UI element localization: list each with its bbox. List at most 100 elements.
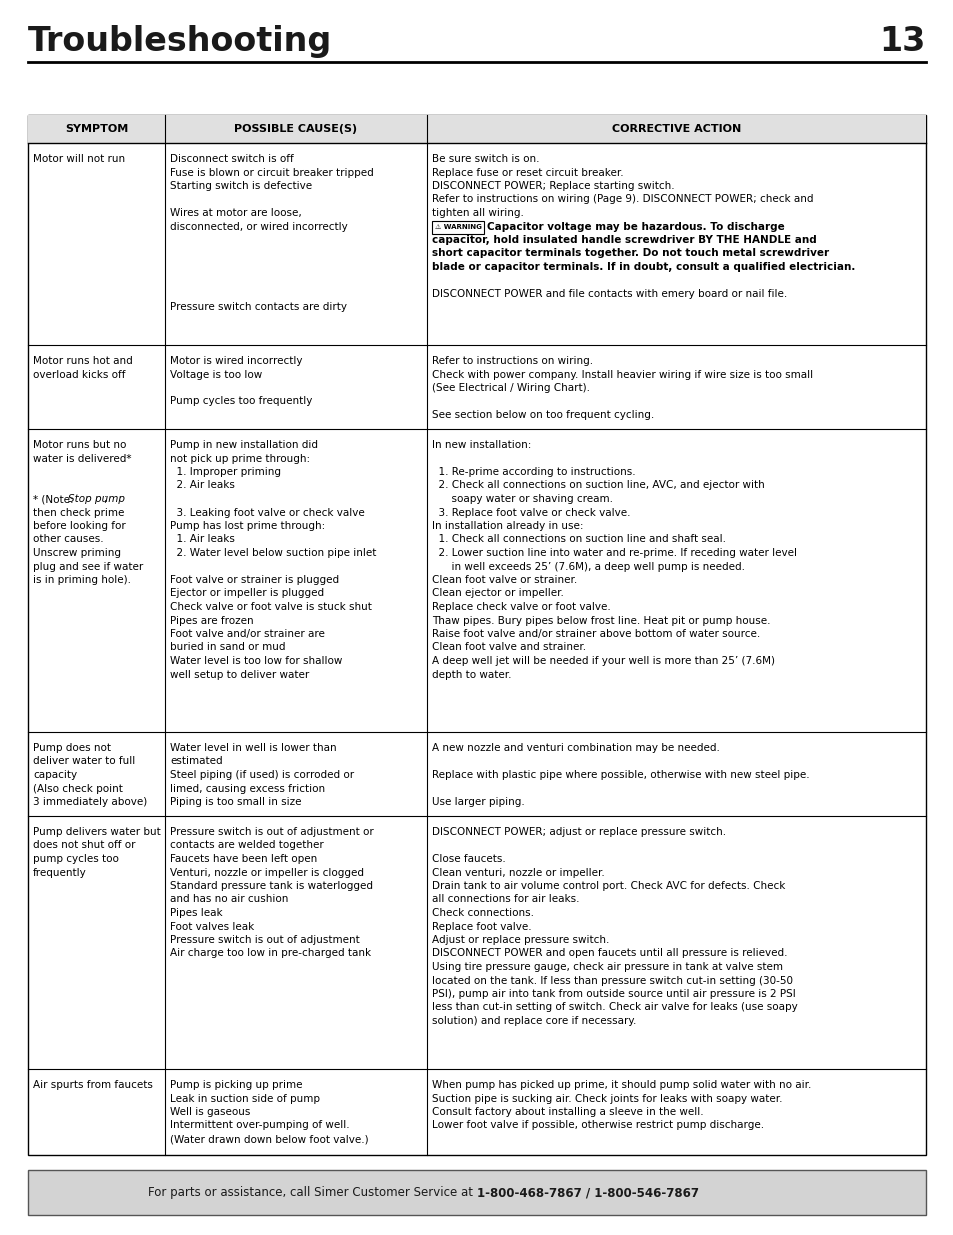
Text: frequently: frequently (33, 867, 87, 878)
Text: contacts are welded together: contacts are welded together (170, 841, 323, 851)
Text: Replace with plastic pipe where possible, otherwise with new steel pipe.: Replace with plastic pipe where possible… (432, 769, 809, 781)
Text: When pump has picked up prime, it should pump solid water with no air.: When pump has picked up prime, it should… (432, 1079, 810, 1091)
Text: Foot valve or strainer is plugged: Foot valve or strainer is plugged (170, 576, 338, 585)
Text: Replace fuse or reset circuit breaker.: Replace fuse or reset circuit breaker. (432, 168, 623, 178)
Bar (28, 115, 925, 1155)
Text: 2. Lower suction line into water and re-prime. If receding water level: 2. Lower suction line into water and re-… (432, 548, 796, 558)
Text: Pump in new installation did: Pump in new installation did (170, 440, 317, 450)
Text: ⚠ WARNING: ⚠ WARNING (435, 224, 481, 230)
Text: Venturi, nozzle or impeller is clogged: Venturi, nozzle or impeller is clogged (170, 867, 364, 878)
Text: Motor runs hot and: Motor runs hot and (33, 356, 132, 366)
Text: Unscrew priming: Unscrew priming (33, 548, 121, 558)
Text: Check valve or foot valve is stuck shut: Check valve or foot valve is stuck shut (170, 601, 372, 613)
Text: DISCONNECT POWER; Replace starting switch.: DISCONNECT POWER; Replace starting switc… (432, 182, 674, 191)
Text: does not shut off or: does not shut off or (33, 841, 135, 851)
Text: not pick up prime through:: not pick up prime through: (170, 453, 310, 463)
Text: Motor will not run: Motor will not run (33, 154, 125, 164)
Text: Water level is too low for shallow: Water level is too low for shallow (170, 656, 342, 666)
Text: In installation already in use:: In installation already in use: (432, 521, 583, 531)
Text: Consult factory about installing a sleeve in the well.: Consult factory about installing a sleev… (432, 1107, 703, 1116)
Text: 1. Check all connections on suction line and shaft seal.: 1. Check all connections on suction line… (432, 535, 725, 545)
Text: Stop pump: Stop pump (68, 494, 125, 504)
Text: blade or capacitor terminals. If in doubt, consult a qualified electrician.: blade or capacitor terminals. If in doub… (432, 262, 855, 272)
Text: DISCONNECT POWER and file contacts with emery board or nail file.: DISCONNECT POWER and file contacts with … (432, 289, 786, 299)
Text: disconnected, or wired incorrectly: disconnected, or wired incorrectly (170, 221, 348, 231)
Text: Motor runs but no: Motor runs but no (33, 440, 126, 450)
Text: Drain tank to air volume control port. Check AVC for defects. Check: Drain tank to air volume control port. C… (432, 881, 784, 890)
Text: 1-800-468-7867 / 1-800-546-7867: 1-800-468-7867 / 1-800-546-7867 (476, 1186, 699, 1199)
Text: PSI), pump air into tank from outside source until air pressure is 2 PSI: PSI), pump air into tank from outside so… (432, 989, 795, 999)
Text: SYMPTOM: SYMPTOM (65, 124, 128, 135)
Text: capacitor, hold insulated handle screwdriver BY THE HANDLE and: capacitor, hold insulated handle screwdr… (432, 235, 816, 245)
Text: other causes.: other causes. (33, 535, 104, 545)
Text: 13: 13 (879, 25, 925, 58)
Text: located on the tank. If less than pressure switch cut-in setting (30-50: located on the tank. If less than pressu… (432, 976, 792, 986)
Text: Pump cycles too frequently: Pump cycles too frequently (170, 396, 312, 406)
Text: buried in sand or mud: buried in sand or mud (170, 642, 285, 652)
Text: DISCONNECT POWER; adjust or replace pressure switch.: DISCONNECT POWER; adjust or replace pres… (432, 827, 725, 837)
Text: Adjust or replace pressure switch.: Adjust or replace pressure switch. (432, 935, 609, 945)
Text: * (Note:: * (Note: (33, 494, 77, 504)
Text: ;: ; (103, 494, 107, 504)
Text: Be sure switch is on.: Be sure switch is on. (432, 154, 539, 164)
Text: less than cut-in setting of switch. Check air valve for leaks (use soapy: less than cut-in setting of switch. Chec… (432, 1003, 797, 1013)
Text: Wires at motor are loose,: Wires at motor are loose, (170, 207, 301, 219)
Text: Foot valve and/or strainer are: Foot valve and/or strainer are (170, 629, 325, 638)
Text: capacity: capacity (33, 769, 77, 781)
Text: Replace check valve or foot valve.: Replace check valve or foot valve. (432, 601, 610, 613)
Text: all connections for air leaks.: all connections for air leaks. (432, 894, 578, 904)
Text: well setup to deliver water: well setup to deliver water (170, 669, 309, 679)
Text: POSSIBLE CAUSE(S): POSSIBLE CAUSE(S) (234, 124, 357, 135)
Text: Close faucets.: Close faucets. (432, 853, 505, 864)
Text: Use larger piping.: Use larger piping. (432, 797, 524, 806)
Bar (432, 221, 483, 233)
Text: (See Electrical / Wiring Chart).: (See Electrical / Wiring Chart). (432, 383, 589, 393)
Text: Air charge too low in pre-charged tank: Air charge too low in pre-charged tank (170, 948, 371, 958)
Text: Standard pressure tank is waterlogged: Standard pressure tank is waterlogged (170, 881, 373, 890)
Text: 3 immediately above): 3 immediately above) (33, 797, 147, 806)
Bar (28, 1170, 925, 1215)
Text: Intermittent over-pumping of well.: Intermittent over-pumping of well. (170, 1120, 349, 1130)
Text: Ejector or impeller is plugged: Ejector or impeller is plugged (170, 589, 324, 599)
Text: CORRECTIVE ACTION: CORRECTIVE ACTION (611, 124, 740, 135)
Text: Leak in suction side of pump: Leak in suction side of pump (170, 1093, 319, 1104)
Text: Check connections.: Check connections. (432, 908, 534, 918)
Text: overload kicks off: overload kicks off (33, 369, 126, 379)
Text: Water level in well is lower than: Water level in well is lower than (170, 743, 336, 753)
Text: Suction pipe is sucking air. Check joints for leaks with soapy water.: Suction pipe is sucking air. Check joint… (432, 1093, 781, 1104)
Text: Lower foot valve if possible, otherwise restrict pump discharge.: Lower foot valve if possible, otherwise … (432, 1120, 763, 1130)
Text: soapy water or shaving cream.: soapy water or shaving cream. (432, 494, 613, 504)
Text: pump cycles too: pump cycles too (33, 853, 119, 864)
Text: water is delivered*: water is delivered* (33, 453, 132, 463)
Text: short capacitor terminals together. Do not touch metal screwdriver: short capacitor terminals together. Do n… (432, 248, 828, 258)
Text: In new installation:: In new installation: (432, 440, 531, 450)
Text: Faucets have been left open: Faucets have been left open (170, 853, 317, 864)
Text: Disconnect switch is off: Disconnect switch is off (170, 154, 294, 164)
Text: Motor is wired incorrectly: Motor is wired incorrectly (170, 356, 302, 366)
Text: is in priming hole).: is in priming hole). (33, 576, 131, 585)
Text: Troubleshooting: Troubleshooting (28, 25, 332, 58)
Text: Clean ejector or impeller.: Clean ejector or impeller. (432, 589, 563, 599)
Text: Thaw pipes. Bury pipes below frost line. Heat pit or pump house.: Thaw pipes. Bury pipes below frost line.… (432, 615, 770, 625)
Text: Check with power company. Install heavier wiring if wire size is too small: Check with power company. Install heavie… (432, 369, 812, 379)
Text: Clean foot valve or strainer.: Clean foot valve or strainer. (432, 576, 577, 585)
Text: Raise foot valve and/or strainer above bottom of water source.: Raise foot valve and/or strainer above b… (432, 629, 760, 638)
Text: Refer to instructions on wiring (Page 9). DISCONNECT POWER; check and: Refer to instructions on wiring (Page 9)… (432, 194, 813, 205)
Text: estimated: estimated (170, 757, 222, 767)
Text: Replace foot valve.: Replace foot valve. (432, 921, 531, 931)
Text: solution) and replace core if necessary.: solution) and replace core if necessary. (432, 1016, 636, 1026)
Bar (28, 115, 925, 143)
Text: Steel piping (if used) is corroded or: Steel piping (if used) is corroded or (170, 769, 354, 781)
Text: Piping is too small in size: Piping is too small in size (170, 797, 301, 806)
Text: Pump is picking up prime: Pump is picking up prime (170, 1079, 302, 1091)
Text: (Also check point: (Also check point (33, 783, 123, 794)
Text: Fuse is blown or circuit breaker tripped: Fuse is blown or circuit breaker tripped (170, 168, 374, 178)
Text: 1. Air leaks: 1. Air leaks (170, 535, 234, 545)
Text: in well exceeds 25’ (7.6M), a deep well pump is needed.: in well exceeds 25’ (7.6M), a deep well … (432, 562, 744, 572)
Text: 1. Improper priming: 1. Improper priming (170, 467, 281, 477)
Text: Clean venturi, nozzle or impeller.: Clean venturi, nozzle or impeller. (432, 867, 604, 878)
Text: limed, causing excess friction: limed, causing excess friction (170, 783, 325, 794)
Text: Pump has lost prime through:: Pump has lost prime through: (170, 521, 325, 531)
Text: plug and see if water: plug and see if water (33, 562, 143, 572)
Text: Voltage is too low: Voltage is too low (170, 369, 262, 379)
